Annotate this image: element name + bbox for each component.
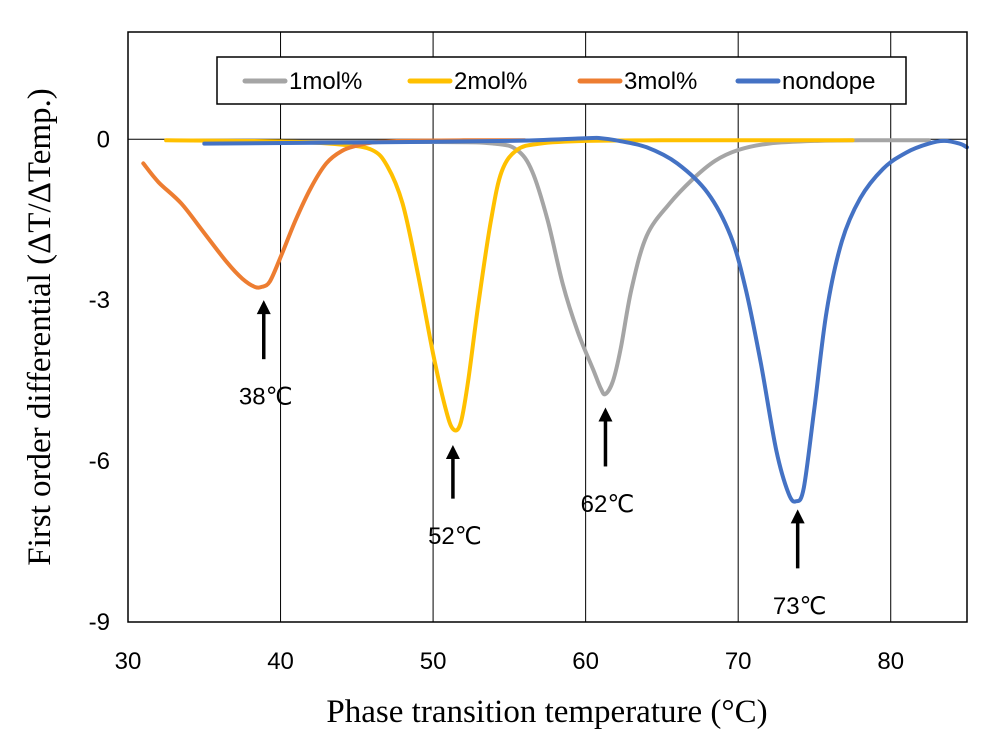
peak-annotation: 38℃ — [239, 300, 293, 411]
annotation-label: 73℃ — [773, 593, 827, 620]
legend-label: nondope — [782, 68, 875, 95]
peak-annotation: 52℃ — [428, 445, 482, 550]
legend-label: 1mol% — [289, 68, 362, 95]
series-line-2mol — [164, 138, 855, 433]
annotation-label: 52℃ — [428, 523, 482, 550]
legend-box — [216, 56, 907, 105]
annotation-label: 38℃ — [239, 384, 293, 411]
x-tick-label: 30 — [115, 648, 142, 675]
peak-annotations: 38℃ 52℃ 62℃ 73℃ — [239, 300, 827, 620]
peak-annotation: 62℃ — [581, 407, 635, 518]
vertical-gridlines — [280, 32, 892, 622]
x-axis-title: Phase transition temperature (°C) — [326, 694, 767, 730]
plot-area — [128, 32, 967, 622]
y-tick-label: -3 — [89, 287, 110, 314]
annotation-label: 62℃ — [581, 491, 635, 518]
peak-annotation: 73℃ — [773, 509, 827, 620]
series-line-nondope — [202, 135, 969, 504]
x-tick-label: 80 — [877, 648, 904, 675]
annotation-arrow-head — [598, 407, 613, 422]
legend: 1mol% 2mol% 3mol% nondope — [216, 56, 907, 105]
plot-frame — [127, 31, 968, 623]
series-layer — [141, 135, 969, 504]
x-tick-labels: 30 40 50 60 70 80 — [115, 648, 904, 675]
legend-label: 3mol% — [624, 68, 697, 95]
annotation-arrow-head — [790, 509, 805, 524]
x-tick-label: 40 — [267, 648, 294, 675]
y-tick-label: -9 — [89, 609, 110, 636]
annotation-arrow-head — [256, 300, 271, 315]
y-tick-label: -6 — [89, 448, 110, 475]
x-tick-label: 50 — [420, 648, 447, 675]
y-tick-labels: -9 -6 -3 0 — [89, 126, 110, 636]
annotation-arrow-head — [445, 445, 460, 459]
x-tick-label: 60 — [572, 648, 599, 675]
y-tick-label: 0 — [97, 126, 110, 153]
x-tick-label: 70 — [725, 648, 752, 675]
legend-label: 2mol% — [454, 68, 527, 95]
y-axis-title: First order differential (ΔT/ΔTemp.) — [22, 88, 58, 566]
